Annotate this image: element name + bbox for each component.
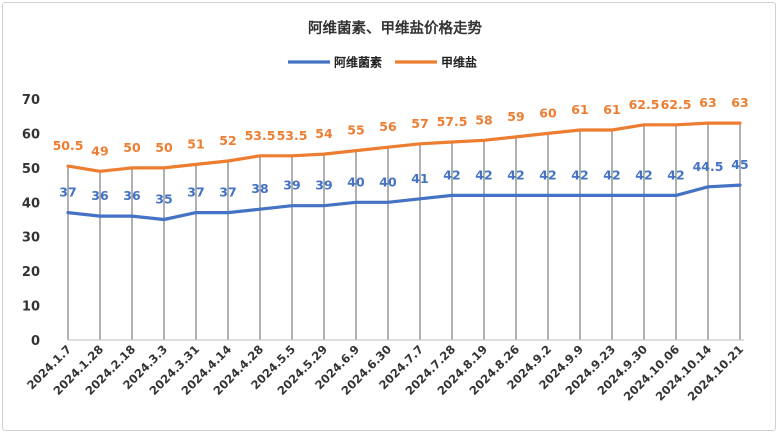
x-axis: 2024.1.72024.1.282024.2.182024.3.32024.3… — [24, 339, 746, 404]
y-tick-label: 20 — [22, 265, 40, 280]
data-label: 59 — [507, 109, 524, 124]
data-label: 53.5 — [277, 128, 308, 143]
drop-lines — [67, 123, 741, 340]
data-label: 50.5 — [53, 138, 84, 153]
data-label: 37 — [187, 185, 204, 200]
data-label: 39 — [315, 178, 332, 193]
data-label: 39 — [283, 178, 300, 193]
data-label: 36 — [91, 188, 109, 203]
data-label: 44.5 — [693, 159, 724, 174]
data-label: 36 — [123, 188, 141, 203]
data-label: 40 — [347, 174, 365, 189]
y-tick-label: 30 — [22, 231, 40, 246]
data-label: 35 — [155, 192, 172, 207]
data-label: 42 — [603, 167, 620, 182]
chart-title: 阿维菌素、甲维盐价格走势 — [308, 19, 482, 37]
data-label: 40 — [379, 174, 397, 189]
legend-label: 甲维盐 — [441, 55, 477, 70]
legend: 阿维菌素 甲维盐 — [288, 55, 477, 70]
data-label: 62.5 — [661, 97, 692, 112]
data-label: 57 — [411, 116, 428, 131]
data-label: 42 — [667, 167, 684, 182]
legend-label: 阿维菌素 — [334, 55, 382, 70]
data-label: 38 — [251, 181, 268, 196]
data-label: 37 — [219, 185, 236, 200]
data-label: 42 — [443, 167, 460, 182]
data-label: 61 — [571, 102, 588, 117]
data-label: 41 — [411, 171, 428, 186]
data-label: 42 — [635, 167, 652, 182]
data-label: 56 — [379, 119, 397, 134]
data-label: 52 — [219, 133, 236, 148]
data-label: 60 — [539, 105, 557, 120]
series-line-abamectin — [66, 183, 742, 222]
data-label: 58 — [475, 112, 492, 127]
y-tick-label: 70 — [22, 93, 40, 108]
data-label: 42 — [539, 167, 556, 182]
y-tick-label: 40 — [22, 196, 40, 211]
data-label: 62.5 — [629, 97, 660, 112]
data-label: 61 — [603, 102, 620, 117]
y-tick-label: 60 — [22, 127, 40, 142]
data-label: 49 — [91, 143, 108, 158]
y-tick-label: 0 — [31, 334, 40, 349]
data-label: 50 — [155, 140, 173, 155]
data-label: 42 — [571, 167, 588, 182]
data-label: 42 — [507, 167, 524, 182]
data-label: 55 — [347, 123, 364, 138]
series-group — [66, 121, 742, 222]
data-label: 63 — [731, 95, 748, 110]
data-label: 54 — [315, 126, 333, 141]
y-tick-label: 50 — [22, 162, 40, 177]
data-label: 42 — [475, 167, 492, 182]
data-label: 50 — [123, 140, 141, 155]
data-label: 45 — [731, 157, 748, 172]
data-labels: 37 36 36 35 37 37 38 39 39 40 40 41 42 42 42 42 42 42 42 42… — [53, 95, 749, 206]
y-tick-label: 10 — [22, 300, 40, 315]
data-label: 57.5 — [437, 114, 468, 129]
y-axis: 0 10 20 30 40 50 60 70 — [22, 93, 40, 349]
data-label: 53.5 — [245, 128, 276, 143]
data-label: 51 — [187, 136, 204, 151]
series-line-emamectin — [66, 121, 742, 173]
data-label: 63 — [699, 95, 716, 110]
data-label: 37 — [59, 185, 76, 200]
